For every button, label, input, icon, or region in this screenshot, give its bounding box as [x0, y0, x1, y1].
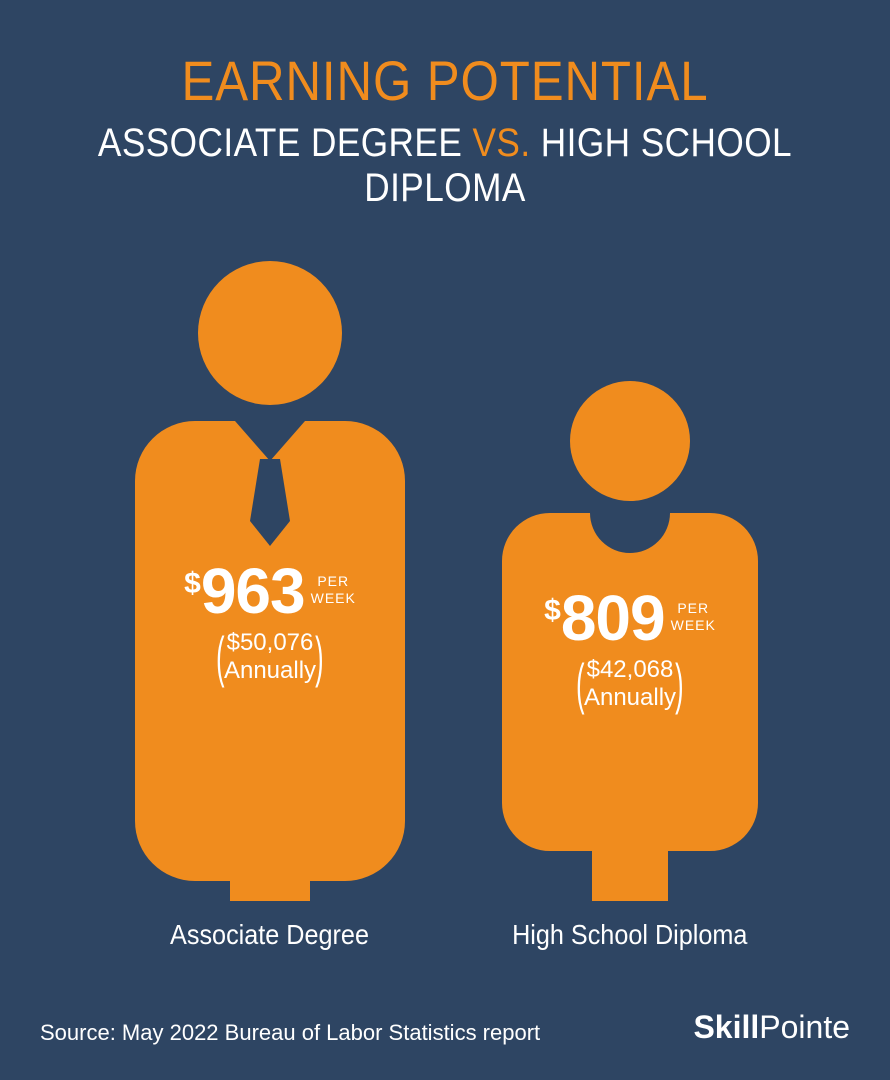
logo-bold: Skill [693, 1009, 759, 1045]
source-text: Source: May 2022 Bureau of Labor Statist… [40, 1020, 540, 1046]
caption-associate: Associate Degree [171, 919, 370, 951]
figure-highschool: $ 809 PER WEEK ( $42,068 Annually ) High… [490, 381, 770, 951]
weekly-highschool: $ 809 PER WEEK [490, 586, 770, 650]
overlay-highschool: $ 809 PER WEEK ( $42,068 Annually ) [490, 586, 770, 712]
annual-highschool: ( $42,068 Annually ) [490, 656, 770, 712]
overlay-associate: $ 963 PER WEEK ( $50,076 Annually ) [120, 559, 420, 685]
paren-close-highschool: ) [675, 656, 683, 712]
logo-light: Pointe [759, 1009, 850, 1045]
per-week-highschool: PER WEEK [671, 600, 716, 634]
weekly-amount-highschool: 809 [561, 586, 665, 650]
currency-highschool: $ [544, 594, 561, 628]
annual-associate: ( $50,076 Annually ) [120, 629, 420, 685]
subtitle-left: ASSOCIATE DEGREE [98, 121, 462, 165]
weekly-associate: $ 963 PER WEEK [120, 559, 420, 623]
paren-open-associate: ( [216, 629, 224, 685]
weekly-amount-associate: 963 [201, 559, 305, 623]
paren-open-highschool: ( [576, 656, 584, 712]
annual-inner-highschool: $42,068 Annually [584, 656, 676, 711]
title: EARNING POTENTIAL [53, 48, 836, 113]
logo: SkillPointe [693, 1009, 850, 1046]
subtitle-vs: VS. [472, 121, 530, 165]
figures-row: $ 963 PER WEEK ( $50,076 Annually ) Asso… [0, 251, 890, 951]
paren-close-associate: ) [315, 629, 323, 685]
footer: Source: May 2022 Bureau of Labor Statist… [40, 1009, 850, 1046]
caption-highschool: High School Diploma [512, 919, 747, 951]
currency-associate: $ [184, 567, 201, 601]
annual-inner-associate: $50,076 Annually [224, 629, 316, 684]
header: EARNING POTENTIAL ASSOCIATE DEGREE VS. H… [0, 0, 890, 211]
per-week-associate: PER WEEK [311, 573, 356, 607]
subtitle: ASSOCIATE DEGREE VS. HIGH SCHOOL DIPLOMA [53, 121, 836, 211]
figure-associate: $ 963 PER WEEK ( $50,076 Annually ) Asso… [120, 261, 420, 951]
